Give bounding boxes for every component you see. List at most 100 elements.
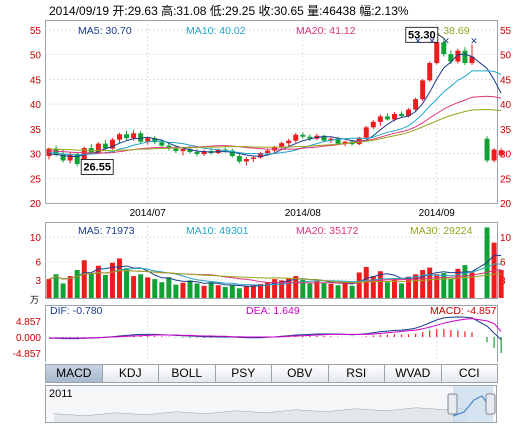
volume-bar xyxy=(53,274,59,298)
volume-bar xyxy=(469,272,475,298)
price-y-tick-right: 50 xyxy=(500,51,512,62)
max-price-pointer xyxy=(437,33,445,39)
tab-boll[interactable]: BOLL xyxy=(158,364,216,383)
event-marker-icon: ✕ xyxy=(470,36,478,46)
price-y-tick-right: 30 xyxy=(500,150,512,161)
volume-ma-label: MA5: 71973 xyxy=(78,225,135,237)
volume-bar xyxy=(250,285,256,298)
volume-bar xyxy=(272,279,278,298)
volume-ma-line xyxy=(48,269,502,284)
navigator-right-handle[interactable] xyxy=(485,393,496,415)
candle-body xyxy=(370,121,376,128)
ohlc-header: 2014/09/19 开:29.63 高:31.08 低:29.25 收:30.… xyxy=(49,4,409,18)
navigator-year-label: 2011 xyxy=(49,388,73,400)
tab-wvad[interactable]: WVAD xyxy=(384,364,442,383)
candle-body xyxy=(187,149,193,153)
range-navigator[interactable]: 2011 xyxy=(45,385,497,423)
volume-bar xyxy=(152,279,158,298)
volume-ma-legend: MA5: 71973 MA10: 49301 MA20: 35172 MA30: 29… xyxy=(78,225,473,237)
price-y-axis: 55 55 50 50 45 45 40 40 35 35 30 30 25 25 20 20 xyxy=(30,26,512,210)
volume-bar xyxy=(391,279,397,298)
volume-bar xyxy=(222,287,228,298)
tab-cci[interactable]: CCI xyxy=(440,364,498,383)
volume-bar xyxy=(138,274,144,298)
candle-body xyxy=(152,138,158,143)
candle-body xyxy=(46,148,52,157)
tab-kdj[interactable]: KDJ xyxy=(101,364,159,383)
volume-bar xyxy=(67,276,73,298)
volume-bar xyxy=(349,285,355,298)
volume-bar xyxy=(236,288,242,298)
volume-ma-lines xyxy=(48,254,502,287)
candle-body xyxy=(300,134,306,137)
macd-y-tick: -4.857 xyxy=(13,349,42,360)
volume-ma-label: MA30: 29224 xyxy=(410,225,473,237)
min-price-label: 26.55 xyxy=(83,161,111,173)
candle-body xyxy=(117,134,122,140)
chart-canvas[interactable]: MA5: 30.70 MA10: 40.02 MA20: 41.12 MA30: 38… xyxy=(0,0,515,362)
volume-ma-line xyxy=(48,263,502,286)
volume-bar xyxy=(356,272,362,298)
candle-body xyxy=(462,50,468,64)
volume-bar xyxy=(455,268,461,298)
price-ma-lines xyxy=(48,53,502,158)
volume-bar xyxy=(124,268,130,298)
tab-obv[interactable]: OBV xyxy=(271,364,329,383)
volume-y-tick-left: 3 xyxy=(35,276,41,287)
candle-body xyxy=(420,80,426,100)
candle-body xyxy=(229,150,235,157)
candle-body xyxy=(159,142,165,146)
candle-body xyxy=(491,149,497,161)
tab-rsi[interactable]: RSI xyxy=(327,364,385,383)
x-tick-label: 2014/09 xyxy=(419,208,456,219)
volume-bar xyxy=(265,282,271,298)
candle-body xyxy=(342,141,348,144)
candle-body xyxy=(201,151,207,155)
event-marker-icon: ✕ xyxy=(442,36,450,46)
volume-y-tick-right: 6 xyxy=(500,258,506,269)
volume-bar xyxy=(286,277,292,298)
price-markers: 53.30 26.55 ✕ ✕ ✕ ✕ xyxy=(80,26,478,175)
volume-bar xyxy=(384,282,390,298)
macd-y-tick: 4.857 xyxy=(16,317,41,328)
price-y-tick-left: 50 xyxy=(30,51,42,62)
volume-y-tick-left: 10 xyxy=(30,233,42,244)
event-marker-icon: ✕ xyxy=(414,36,422,46)
price-ma-label: MA20: 41.12 xyxy=(296,25,356,37)
volume-bar xyxy=(102,274,108,298)
volume-bar xyxy=(229,284,235,298)
volume-bar xyxy=(342,282,348,298)
volume-bar xyxy=(462,265,468,298)
navigator-overview xyxy=(53,386,496,422)
candle-body xyxy=(413,99,419,110)
volume-bar xyxy=(88,273,94,298)
price-y-tick-right: 55 xyxy=(500,26,512,37)
volume-bars: 10106633万 xyxy=(30,227,512,305)
candle-body xyxy=(363,127,369,138)
volume-bar xyxy=(180,282,186,298)
volume-bar xyxy=(370,276,376,298)
volume-bar xyxy=(60,283,66,298)
volume-bar xyxy=(441,273,447,298)
max-price-box xyxy=(405,26,439,43)
tab-macd[interactable]: MACD xyxy=(45,364,103,383)
navigator-left-handle[interactable] xyxy=(447,393,458,415)
candle-body xyxy=(498,150,504,156)
price-ma-line xyxy=(48,95,502,154)
candle-body xyxy=(250,157,256,159)
candle-body xyxy=(307,136,313,139)
candle-body xyxy=(173,148,179,152)
volume-bar xyxy=(293,276,299,298)
tab-psy[interactable]: PSY xyxy=(214,364,272,383)
macd-legend-label: DEA: 1.649 xyxy=(246,305,300,317)
macd-legend-label: DIF: -0.780 xyxy=(50,305,103,317)
candle-body xyxy=(455,50,461,62)
volume-bar xyxy=(187,280,193,298)
volume-bar xyxy=(145,277,151,298)
volume-bar xyxy=(427,267,433,298)
price-y-tick-right: 40 xyxy=(500,100,512,111)
price-y-tick-right: 20 xyxy=(500,199,512,210)
candle-body xyxy=(60,154,66,161)
candle-body xyxy=(258,153,263,158)
